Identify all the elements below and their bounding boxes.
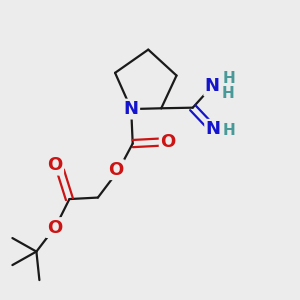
Text: N: N [124,100,139,118]
Text: O: O [47,156,63,174]
Text: N: N [206,120,220,138]
Text: O: O [47,219,62,237]
Text: H: H [221,86,234,101]
Text: N: N [205,77,220,95]
Text: H: H [222,123,235,138]
Text: O: O [160,133,176,151]
Text: O: O [108,161,124,179]
Text: H: H [222,71,235,86]
